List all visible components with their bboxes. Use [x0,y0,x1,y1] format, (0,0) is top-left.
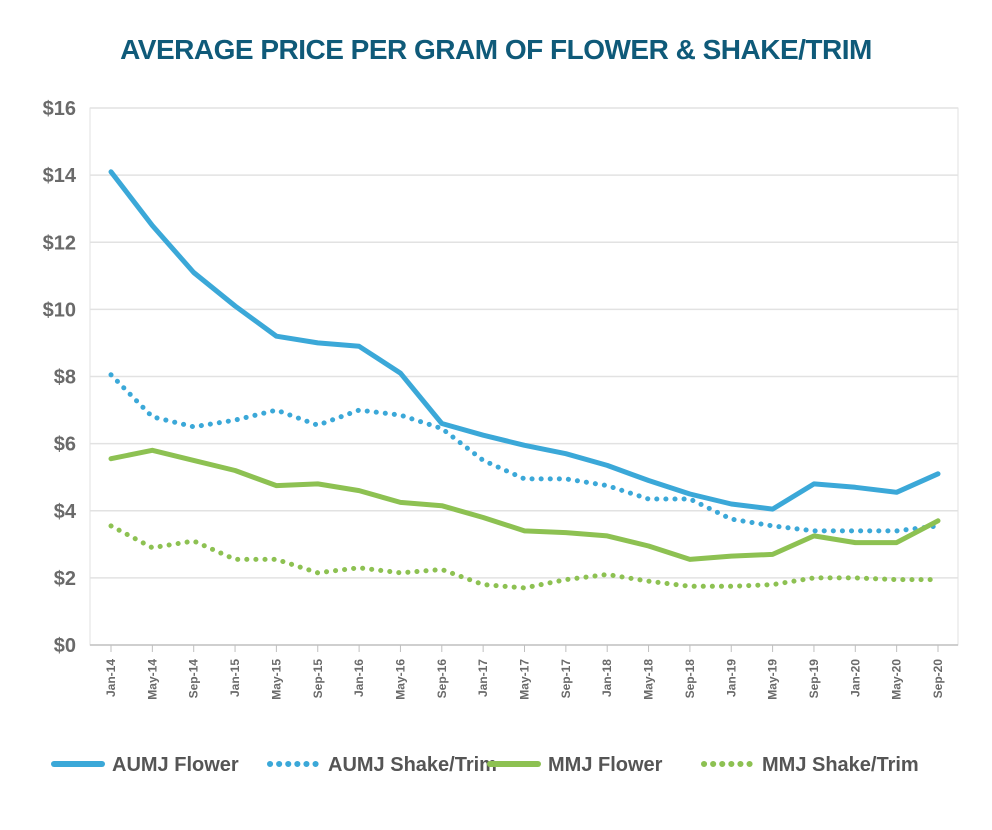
x-tick-label: Jan-15 [228,659,242,697]
x-tick-label: Sep-15 [311,659,325,699]
y-tick-label: $4 [54,501,77,523]
x-tick-label: May-20 [890,659,904,700]
x-tick-label: May-14 [145,659,159,700]
series-line-aumj-flower [108,169,941,512]
x-tick-label: Jan-19 [724,659,738,697]
x-tick-label: May-17 [518,659,532,700]
series-line-aumj-shake-trim [108,372,941,534]
x-tick-label: Jan-16 [352,659,366,697]
grid-lines [89,107,959,646]
x-tick-label: Sep-16 [435,659,449,699]
x-tick-label: Sep-18 [683,659,697,699]
y-tick-label: $8 [54,367,76,389]
y-tick-label: $2 [54,568,76,590]
x-tick-label: Sep-14 [187,659,201,699]
y-tick-label: $10 [43,299,76,321]
x-tick-label: May-18 [642,659,656,700]
x-axis-ticks: Jan-14 May-14 Sep-14 Jan-15 May-15 Sep-15 Jan-… [104,645,945,700]
x-tick-label: Sep-19 [807,659,821,699]
y-axis-ticks: $0 $2 $4 $6 $8 $10 $12 $14 $16 [43,98,77,657]
x-tick-label: Jan-18 [600,659,614,697]
y-tick-label: $16 [43,98,76,120]
x-tick-label: May-19 [766,659,780,700]
legend-label: AUMJ Shake/Trim [328,754,497,776]
x-tick-label: Jan-17 [476,659,490,697]
series-line-mmj-flower [108,447,941,562]
x-tick-label: Jan-20 [848,659,862,697]
legend: AUMJ Flower AUMJ Shake/Trim MMJ Flower MMJ … [51,754,919,776]
series-line-mmj-shake-trim [108,523,941,591]
x-tick-label: Sep-20 [931,659,945,699]
legend-label: MMJ Flower [548,754,663,776]
y-tick-label: $0 [54,635,76,657]
x-tick-label: May-15 [269,659,283,700]
x-tick-label: Sep-17 [559,659,573,699]
legend-label: MMJ Shake/Trim [762,754,919,776]
x-tick-label: Jan-14 [104,659,118,697]
series-lines [108,169,941,591]
y-tick-label: $6 [54,434,76,456]
x-tick-label: May-16 [393,659,407,700]
chart-title: AVERAGE PRICE PER GRAM OF FLOWER & SHAKE… [120,34,872,65]
y-tick-label: $14 [43,165,77,187]
legend-label: AUMJ Flower [112,754,239,776]
y-tick-label: $12 [43,232,76,254]
